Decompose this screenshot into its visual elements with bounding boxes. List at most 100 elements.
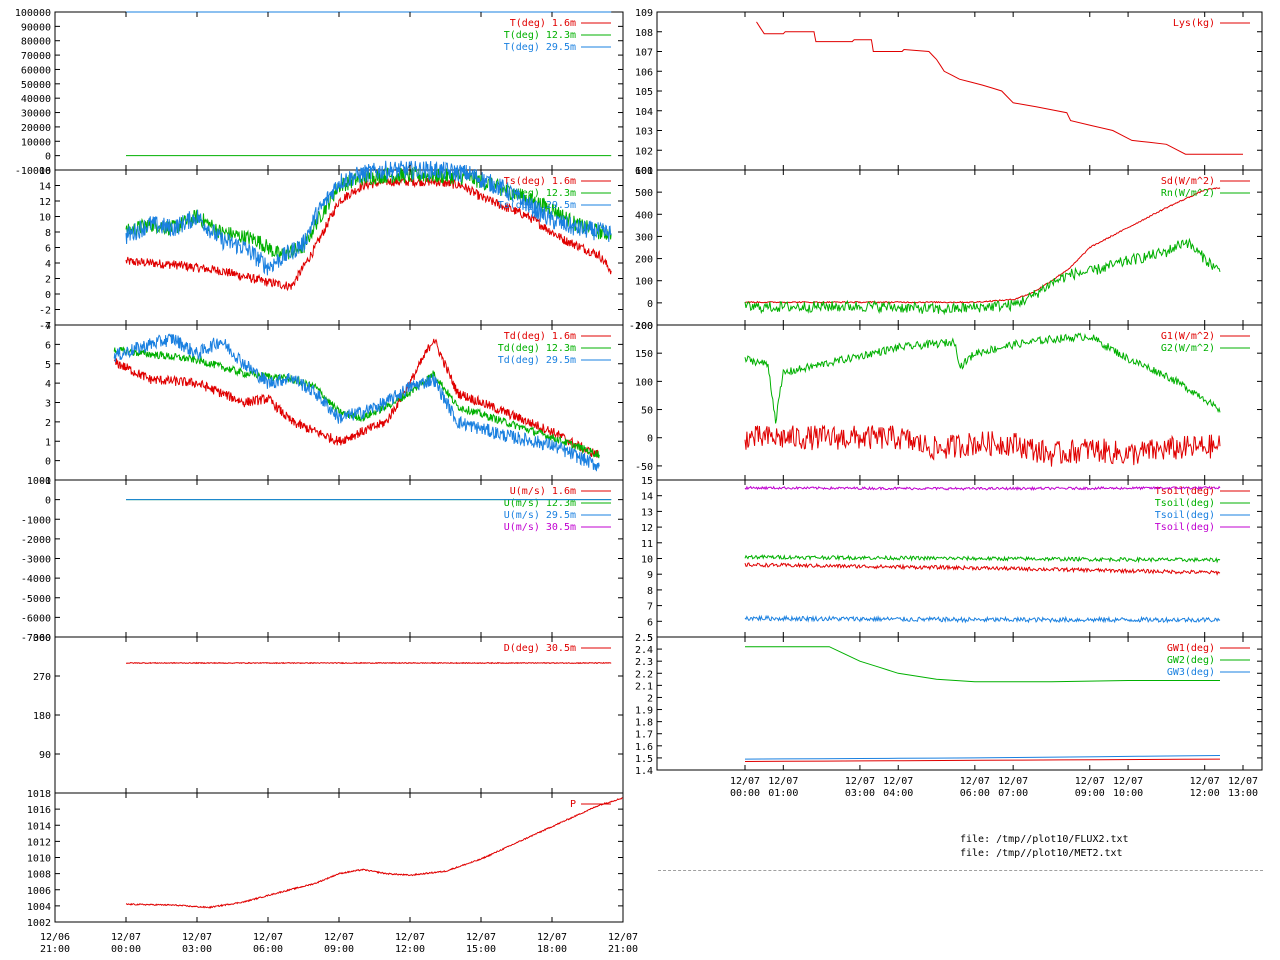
y-tick-label: 400 xyxy=(635,210,653,221)
y-tick-label: 101 xyxy=(635,166,653,177)
y-tick-label: 1.9 xyxy=(635,706,653,717)
y-tick-label: 90000 xyxy=(21,22,51,33)
legend-label: Rn(W/m^2) xyxy=(1161,188,1215,199)
series-line-1 xyxy=(745,646,1220,683)
x-tick-time: 03:00 xyxy=(845,788,875,799)
y-tick-label: 7 xyxy=(647,602,653,613)
y-tick-label: 1002 xyxy=(27,918,51,929)
y-tick-label: -3000 xyxy=(21,555,51,566)
y-tick-label: 103 xyxy=(635,127,653,138)
y-tick-label: 105 xyxy=(635,87,653,98)
y-tick-label: 1012 xyxy=(27,837,51,848)
x-tick-date: 12/07 xyxy=(998,776,1028,787)
series-line-2 xyxy=(113,333,600,472)
legend-label: G1(W/m^2) xyxy=(1161,331,1215,342)
x-tick-time: 12:00 xyxy=(395,944,425,955)
y-tick-label: 6 xyxy=(45,340,51,351)
series-line-1 xyxy=(744,332,1221,424)
legend-label: D(deg) 30.5m xyxy=(504,643,576,654)
y-tick-label: 14 xyxy=(39,182,51,193)
y-tick-label: 14 xyxy=(641,492,653,503)
y-tick-label: 30000 xyxy=(21,109,51,120)
x-tick-date: 12/07 xyxy=(1228,776,1258,787)
x-tick-time: 03:00 xyxy=(182,944,212,955)
legend-label: U(m/s) 29.5m xyxy=(504,510,576,521)
y-tick-label: 200 xyxy=(635,321,653,332)
series-line-0 xyxy=(113,338,600,458)
x-tick-time: 13:00 xyxy=(1228,788,1258,799)
series-line-0 xyxy=(126,661,612,665)
y-tick-label: 2 xyxy=(647,693,653,704)
x-tick-date: 12/07 xyxy=(466,932,496,943)
y-tick-label: 3 xyxy=(45,399,51,410)
y-tick-label: 0 xyxy=(647,434,653,445)
y-tick-label: 1016 xyxy=(27,805,51,816)
legend-label: Td(deg) 12.3m xyxy=(498,343,576,354)
y-tick-label: 20000 xyxy=(21,123,51,134)
y-tick-label: 0 xyxy=(45,290,51,301)
y-tick-label: 1.5 xyxy=(635,754,653,765)
legend-label: Ts(deg) 12.3m xyxy=(498,188,576,199)
series-line-0 xyxy=(744,562,1221,576)
y-tick-label: 1004 xyxy=(27,902,51,913)
y-tick-label: 60000 xyxy=(21,65,51,76)
x-tick-date: 12/07 xyxy=(768,776,798,787)
y-tick-label: 8 xyxy=(45,228,51,239)
panel-frame-4 xyxy=(54,636,624,794)
y-tick-label: 100 xyxy=(635,277,653,288)
y-tick-label: -10000 xyxy=(15,166,51,177)
y-tick-label: 2.4 xyxy=(635,645,653,656)
y-tick-label: -4000 xyxy=(21,574,51,585)
y-tick-label: 6 xyxy=(45,244,51,255)
y-tick-label: 2 xyxy=(45,418,51,429)
series-line-0 xyxy=(744,424,1221,467)
series-line-0 xyxy=(744,758,1221,762)
series-line-1 xyxy=(744,237,1221,316)
x-tick-time: 04:00 xyxy=(883,788,913,799)
x-tick-date: 12/07 xyxy=(537,932,567,943)
series-line-0 xyxy=(125,175,612,292)
y-tick-label: 2.2 xyxy=(635,669,653,680)
y-tick-label: 102 xyxy=(635,146,653,157)
y-tick-label: 1.4 xyxy=(635,766,653,777)
y-tick-label: 8 xyxy=(647,586,653,597)
x-tick-time: 06:00 xyxy=(253,944,283,955)
x-tick-date: 12/07 xyxy=(111,932,141,943)
legend-label: GW1(deg) xyxy=(1167,643,1215,654)
y-tick-label: 4 xyxy=(45,259,51,270)
y-tick-label: 104 xyxy=(635,107,653,118)
x-tick-date: 12/07 xyxy=(608,932,638,943)
y-tick-label: 2.1 xyxy=(635,681,653,692)
series-line-2 xyxy=(744,614,1221,624)
y-tick-label: 100000 xyxy=(15,8,51,19)
legend-label: T(deg) 12.3m xyxy=(504,30,576,41)
y-tick-label: 50 xyxy=(641,406,653,417)
y-tick-label: 108 xyxy=(635,28,653,39)
x-tick-date: 12/06 xyxy=(40,932,70,943)
y-tick-label: 5 xyxy=(647,633,653,644)
y-tick-label: 107 xyxy=(635,48,653,59)
y-tick-label: 4 xyxy=(45,379,51,390)
y-tick-label: 13 xyxy=(641,507,653,518)
y-tick-label: -1000 xyxy=(21,515,51,526)
y-tick-label: 200 xyxy=(635,255,653,266)
y-tick-label: 1014 xyxy=(27,821,51,832)
y-tick-label: 1010 xyxy=(27,854,51,865)
series-line-0 xyxy=(125,797,624,909)
y-tick-label: 7 xyxy=(45,321,51,332)
x-tick-date: 12/07 xyxy=(1190,776,1220,787)
y-tick-label: 10 xyxy=(641,555,653,566)
y-tick-label: 90 xyxy=(39,750,51,761)
series-line-3 xyxy=(744,485,1221,492)
y-tick-label: 109 xyxy=(635,8,653,19)
file-label-met: file: /tmp//plot10/MET2.txt xyxy=(960,848,1123,859)
y-tick-label: 6 xyxy=(647,617,653,628)
x-tick-date: 12/07 xyxy=(1075,776,1105,787)
x-tick-date: 12/07 xyxy=(395,932,425,943)
x-tick-date: 12/07 xyxy=(883,776,913,787)
x-tick-time: 01:00 xyxy=(768,788,798,799)
y-tick-label: 150 xyxy=(635,349,653,360)
y-tick-label: 360 xyxy=(33,633,51,644)
x-tick-time: 18:00 xyxy=(537,944,567,955)
